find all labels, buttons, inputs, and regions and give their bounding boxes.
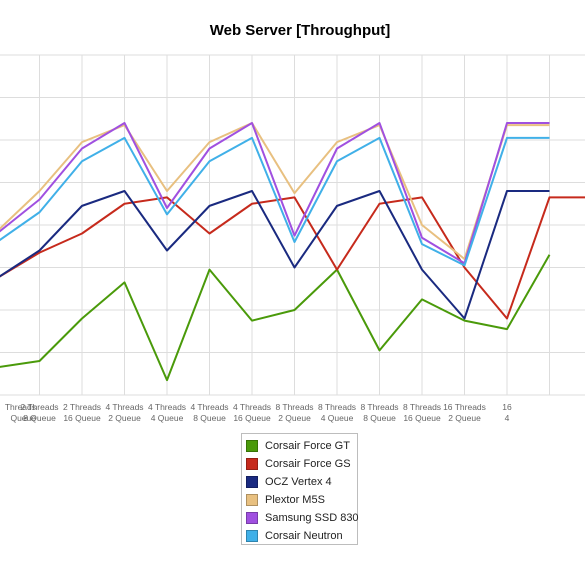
x-tick-label: 8 Queue — [23, 413, 56, 423]
grid — [0, 54, 585, 396]
x-tick-label: 4 Threads — [148, 402, 186, 412]
legend-label: Samsung SSD 830 — [265, 512, 359, 524]
x-tick-label: 2 Queue — [108, 413, 141, 423]
x-tick-label: 4 Threads — [233, 402, 271, 412]
x-tick-label: 4 Threads — [190, 402, 228, 412]
x-tick-label: 4 — [505, 413, 510, 423]
legend-swatch — [246, 530, 258, 542]
x-tick-label: 2 Queue — [448, 413, 481, 423]
x-tick-label: 16 Queue — [63, 413, 101, 423]
x-tick-label: 2 Threads — [63, 402, 101, 412]
series-line-samsung-ssd-830 — [0, 122, 550, 265]
series-line-corsair-force-gt — [0, 254, 551, 382]
x-tick-label: 8 Queue — [363, 413, 396, 423]
legend-label: Corsair Force GS — [265, 458, 351, 470]
legend-swatch — [246, 512, 258, 524]
legend-swatch — [246, 476, 258, 488]
legend-swatch — [246, 494, 258, 506]
x-tick-label: 8 Queue — [193, 413, 226, 423]
x-tick-label: 16 Queue — [403, 413, 441, 423]
legend-item: Corsair Neutron — [246, 527, 357, 545]
x-tick-label: 8 Threads — [360, 402, 398, 412]
x-tick-label: 4 Queue — [151, 413, 184, 423]
x-tick-label: 4 Threads — [105, 402, 143, 412]
chart-title: Web Server [Throughput] — [210, 22, 391, 39]
x-tick-label: 2 Queue — [278, 413, 311, 423]
series-lines — [0, 122, 585, 382]
x-tick-label: 8 Threads — [403, 402, 441, 412]
series-line-ocz-vertex-4 — [0, 190, 550, 320]
x-tick-label: 2 Threads — [20, 402, 58, 412]
x-tick-label: Threads — [5, 402, 36, 412]
x-tick-label: 16 — [502, 402, 512, 412]
legend-swatch — [246, 458, 258, 470]
legend-label: OCZ Vertex 4 — [265, 476, 332, 488]
legend-label: Corsair Force GT — [265, 440, 350, 452]
legend-label: Corsair Neutron — [265, 530, 343, 542]
series-line-corsair-force-gs — [0, 196, 585, 320]
series-line-corsair-neutron — [0, 136, 550, 267]
legend: Corsair Force GT Corsair Force GS OCZ Vert… — [241, 433, 359, 545]
x-tick-label: 16 Threads — [443, 402, 486, 412]
x-tick-label: 4 Queue — [321, 413, 354, 423]
x-tick-label: 8 Threads — [318, 402, 356, 412]
legend-item: OCZ Vertex 4 — [246, 473, 357, 491]
x-tick-label: 8 Threads — [275, 402, 313, 412]
x-tick-label: Queue — [10, 413, 36, 423]
legend-label: Plextor M5S — [265, 494, 325, 506]
legend-item: Plextor M5S — [246, 491, 357, 509]
legend-item: Corsair Force GS — [246, 455, 357, 473]
legend-swatch — [246, 440, 258, 452]
legend-item: Samsung SSD 830 — [246, 509, 359, 527]
legend-item: Corsair Force GT — [246, 437, 357, 455]
x-tick-label: 16 Queue — [233, 413, 271, 423]
series-line-plextor-m5s — [0, 122, 550, 260]
